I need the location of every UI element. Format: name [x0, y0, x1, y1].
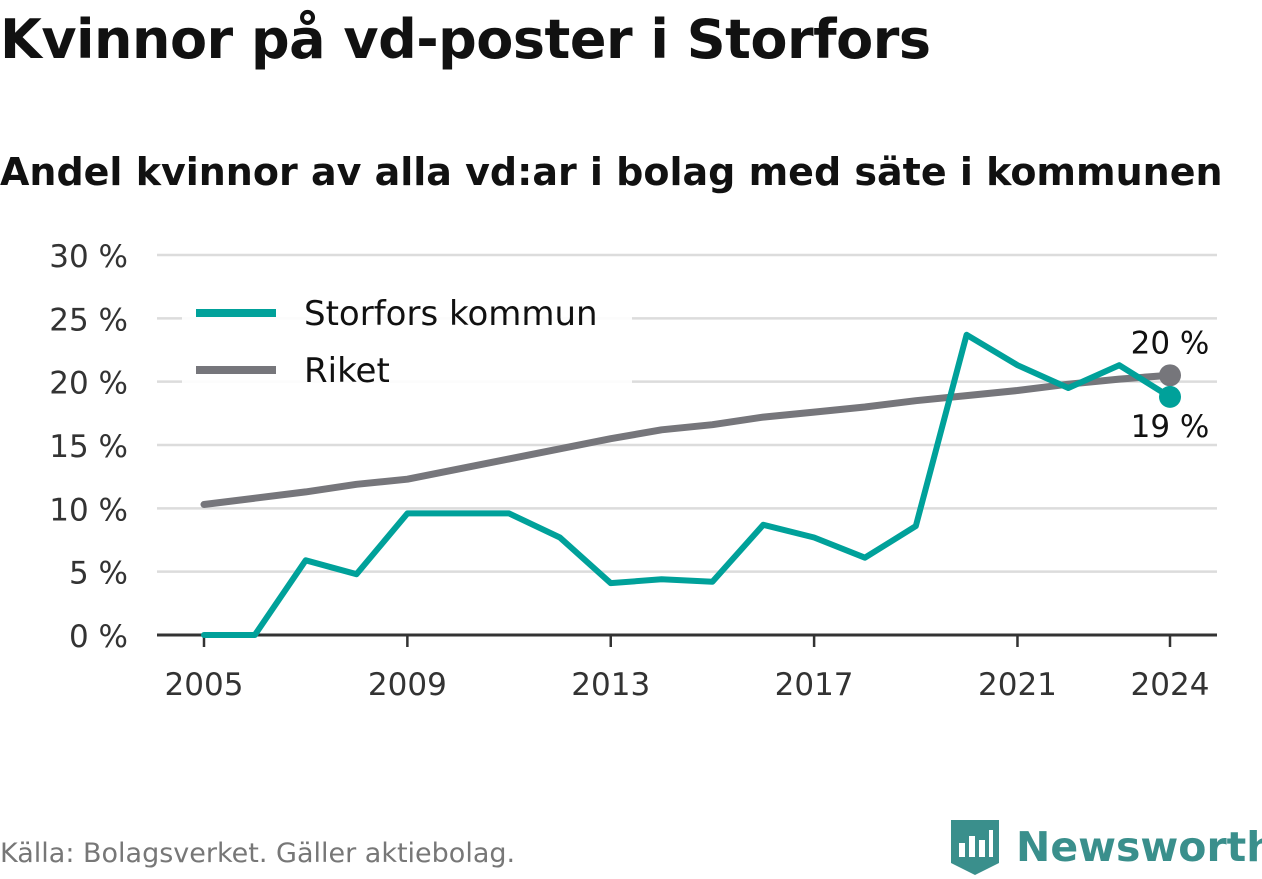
x-tick-label: 2013: [571, 667, 650, 703]
source-note: Källa: Bolagsverket. Gäller aktiebolag.: [0, 838, 516, 869]
chart-title: Kvinnor på vd-poster i Storfors: [0, 8, 931, 71]
axes: 0 % 5 % 10 % 15 % 20 % 25 % 30 % 2005 2009 2013 20…: [49, 239, 1217, 703]
newsworthy-logo[interactable]: Newsworthy: [948, 817, 1262, 877]
end-label-riket: 20 %: [1131, 325, 1210, 361]
x-tick-label: 2005: [165, 667, 244, 703]
series-line-storfors: [201, 331, 1173, 638]
y-tick-label: 5 %: [69, 556, 128, 592]
x-tick-label: 2017: [775, 667, 854, 703]
y-tick-label: 20 %: [49, 366, 128, 402]
y-tick-label: 0 %: [69, 619, 128, 655]
chart-subtitle: Andel kvinnor av alla vd:ar i bolag med …: [0, 150, 1223, 194]
brand-name: Newsworthy: [1016, 823, 1262, 871]
end-labels: 20 % 19 %: [1131, 325, 1210, 445]
series-lines: [200, 331, 1181, 638]
end-label-storfors: 19 %: [1131, 409, 1210, 445]
legend-label: Riket: [304, 351, 390, 391]
x-tick-label: 2009: [368, 667, 447, 703]
series-line-riket: [200, 371, 1174, 508]
line-chart: 0 % 5 % 10 % 15 % 20 % 25 % 30 % 2005 2009 2013 20…: [49, 239, 1217, 703]
y-tick-label: 15 %: [49, 429, 128, 465]
end-point-storfors: [1159, 385, 1181, 408]
y-tick-label: 10 %: [49, 492, 128, 528]
y-tick-label: 30 %: [49, 239, 128, 275]
legend-label: Storfors kommun: [304, 294, 598, 334]
legend: Storfors kommun Riket: [182, 290, 632, 391]
x-tick-label: 2021: [978, 667, 1057, 703]
y-tick-label: 25 %: [49, 302, 128, 338]
x-tick-label: 2024: [1131, 667, 1210, 703]
end-point-riket: [1159, 364, 1181, 387]
newsworthy-logo-icon: [951, 820, 999, 875]
